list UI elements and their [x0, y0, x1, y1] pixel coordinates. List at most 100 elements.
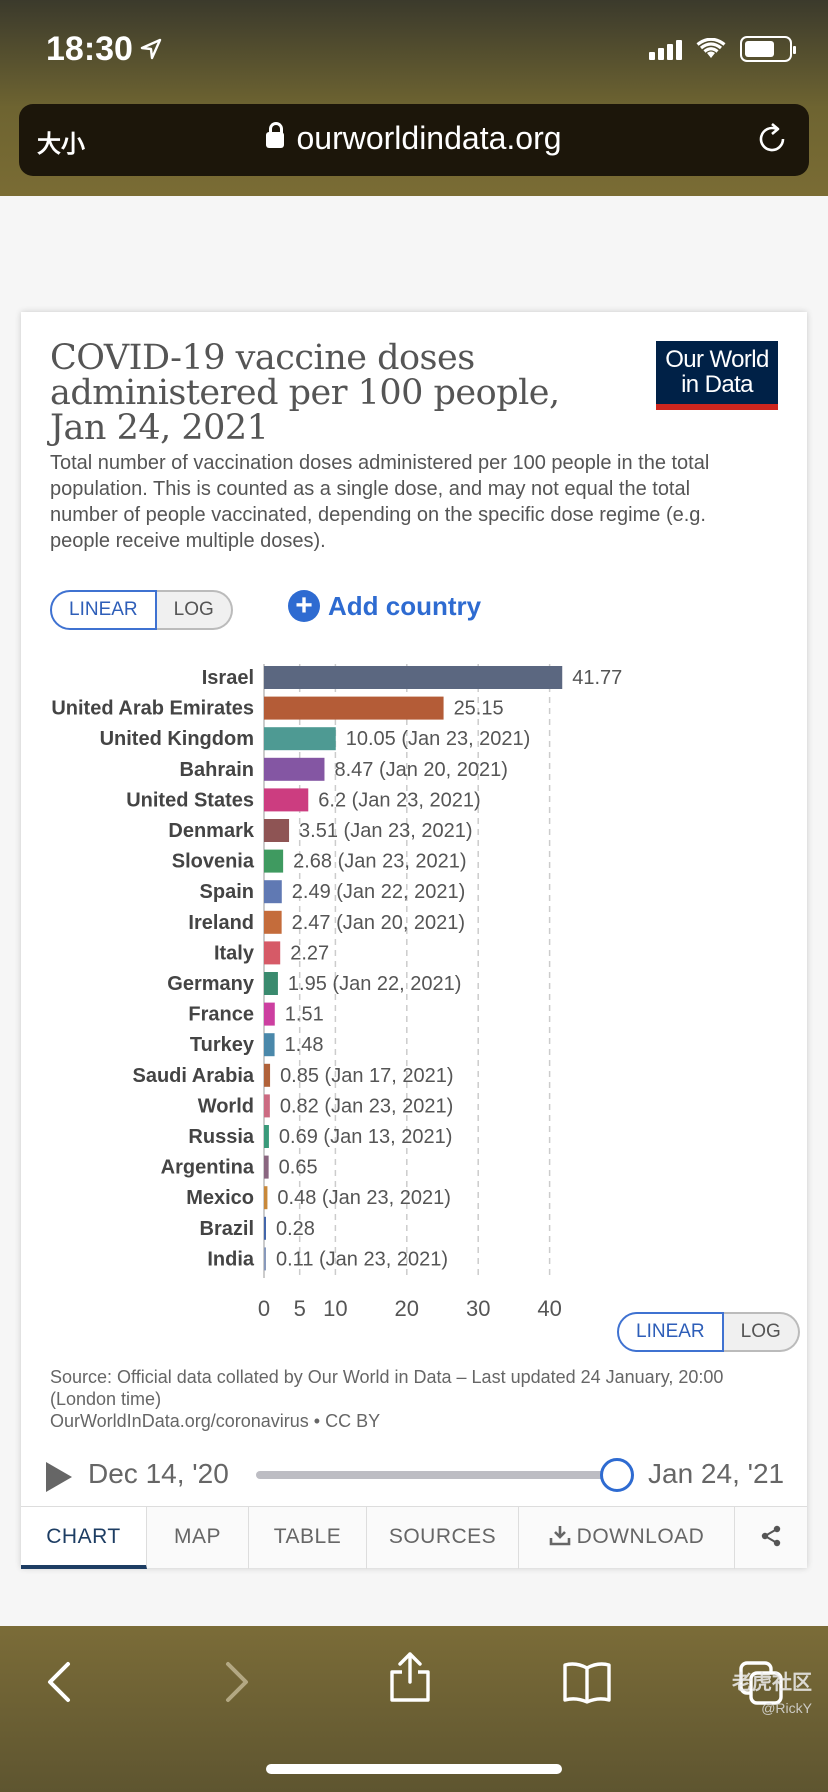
bar-category-label: Israel — [202, 667, 254, 689]
bar — [264, 972, 278, 995]
bar — [264, 696, 444, 720]
url-text[interactable]: ourworldindata.org — [19, 120, 809, 157]
x-tick-label: 40 — [537, 1296, 561, 1321]
forward-icon[interactable] — [222, 1660, 252, 1704]
bar-category-label: United States — [126, 789, 254, 811]
x-tick-label: 30 — [466, 1296, 490, 1321]
bar-value-label: 0.48 (Jan 23, 2021) — [277, 1187, 450, 1209]
log-button-bottom[interactable]: LOG — [723, 1312, 800, 1352]
chart-card — [21, 312, 807, 1568]
bar — [264, 1094, 270, 1118]
reload-icon[interactable] — [755, 122, 789, 156]
battery-icon — [740, 36, 796, 62]
bar — [264, 788, 309, 812]
bar-category-label: Ireland — [188, 912, 254, 934]
timeline-end-label: Jan 24, '21 — [648, 1458, 785, 1489]
bar-value-label: 2.27 — [290, 942, 329, 964]
timeline-track[interactable] — [256, 1471, 616, 1479]
bar-category-label: Mexico — [186, 1187, 254, 1209]
text-size-button[interactable]: 大小 — [37, 131, 85, 158]
signal-icon — [649, 38, 682, 60]
tab-chart[interactable]: CHART — [21, 1507, 147, 1569]
share-button[interactable] — [735, 1507, 807, 1569]
bar-category-label: Spain — [200, 881, 254, 903]
bar-category-label: Denmark — [168, 820, 254, 842]
bar-category-label: Turkey — [190, 1034, 255, 1056]
watermark-handle: @RickY — [761, 1700, 812, 1716]
timeline-handle[interactable] — [600, 1458, 634, 1492]
scale-toggle-top: LINEAR LOG — [50, 590, 233, 630]
bar — [264, 666, 563, 689]
bar-value-label: 1.51 — [285, 1004, 324, 1026]
bar-chart: 0 5 10 20 30 40 Israel 41.77 United Arab Emirate… — [51, 664, 622, 1321]
bar-category-label: Saudi Arabia — [132, 1065, 254, 1087]
tab-map[interactable]: MAP — [147, 1507, 249, 1569]
x-tick-label: 10 — [323, 1296, 347, 1321]
tab-download[interactable]: DOWNLOAD — [519, 1507, 735, 1569]
bar — [264, 1247, 266, 1271]
lock-icon — [266, 122, 285, 148]
bar-category-label: Slovenia — [172, 851, 255, 873]
bookmarks-icon[interactable] — [562, 1660, 612, 1704]
bar-value-label: 1.48 — [285, 1034, 324, 1056]
bar-category-label: Brazil — [200, 1218, 254, 1240]
bar — [264, 727, 336, 751]
bar — [264, 757, 325, 781]
bar-category-label: United Kingdom — [100, 728, 254, 750]
download-icon — [549, 1526, 570, 1546]
bar-value-label: 0.28 — [276, 1218, 315, 1240]
bar — [264, 1063, 271, 1087]
bar-category-label: India — [207, 1248, 255, 1270]
chart-title: COVID-19 vaccine doses administered per … — [50, 338, 560, 448]
add-country-button[interactable]: + Add country — [288, 590, 481, 622]
bar-value-label: 8.47 (Jan 20, 2021) — [334, 759, 507, 781]
bar-category-label: Russia — [188, 1126, 254, 1148]
bar — [264, 880, 282, 904]
bar-value-label: 1.95 (Jan 22, 2021) — [288, 973, 461, 995]
timeline: Dec 14, '20 Jan 24, '21 — [46, 1452, 786, 1498]
plus-circle-icon: + — [288, 590, 320, 622]
status-icons — [649, 36, 796, 62]
owid-logo[interactable]: Our World in Data — [656, 341, 778, 410]
bar-value-label: 0.85 (Jan 17, 2021) — [280, 1065, 453, 1087]
tab-sources[interactable]: SOURCES — [367, 1507, 519, 1569]
tab-table[interactable]: TABLE — [249, 1507, 367, 1569]
bar — [264, 1216, 266, 1240]
watermark: 老虎社区 — [732, 1670, 812, 1694]
bar-value-label: 3.51 (Jan 23, 2021) — [299, 820, 472, 842]
tabs-icon[interactable] — [738, 1660, 786, 1706]
location-arrow-icon — [140, 38, 162, 60]
share-sheet-icon[interactable] — [388, 1652, 432, 1702]
bar-category-label: Bahrain — [180, 759, 254, 781]
share-icon — [761, 1525, 781, 1547]
linear-button[interactable]: LINEAR — [50, 590, 157, 630]
bar — [264, 1002, 275, 1026]
bar-value-label: 0.11 (Jan 23, 2021) — [276, 1248, 448, 1270]
url-bar[interactable]: 大小 ourworldindata.org — [19, 104, 809, 176]
bar — [264, 941, 281, 965]
x-tick-label: 20 — [395, 1296, 419, 1321]
status-and-url-area: 18:30 大小 ourworldindata.org — [0, 0, 828, 196]
home-indicator — [266, 1764, 562, 1774]
bar-category-label: United Arab Emirates — [51, 698, 254, 720]
bar-category-label: France — [188, 1004, 254, 1026]
chart-tabs: CHART MAP TABLE SOURCES DOWNLOAD — [21, 1506, 807, 1569]
bar-category-label: Argentina — [161, 1157, 255, 1179]
x-tick-label: 0 — [258, 1296, 270, 1321]
bar — [264, 1155, 269, 1179]
bar — [264, 1186, 268, 1210]
bar — [264, 910, 282, 934]
back-icon[interactable] — [44, 1660, 74, 1704]
bar-value-label: 0.65 — [279, 1157, 318, 1179]
scale-toggle-bottom: LINEAR LOG — [617, 1312, 800, 1352]
bar-category-label: Italy — [214, 942, 255, 964]
log-button[interactable]: LOG — [156, 590, 233, 630]
linear-button-bottom[interactable]: LINEAR — [617, 1312, 724, 1352]
bar-value-label: 2.49 (Jan 22, 2021) — [292, 881, 465, 903]
source-note: Source: Official data collated by Our Wo… — [50, 1367, 724, 1431]
bar-value-label: 0.69 (Jan 13, 2021) — [279, 1126, 452, 1148]
bar — [264, 1033, 275, 1057]
status-time: 18:30 — [46, 30, 133, 68]
play-icon[interactable] — [46, 1462, 72, 1492]
bar-value-label: 2.47 (Jan 20, 2021) — [292, 912, 465, 934]
